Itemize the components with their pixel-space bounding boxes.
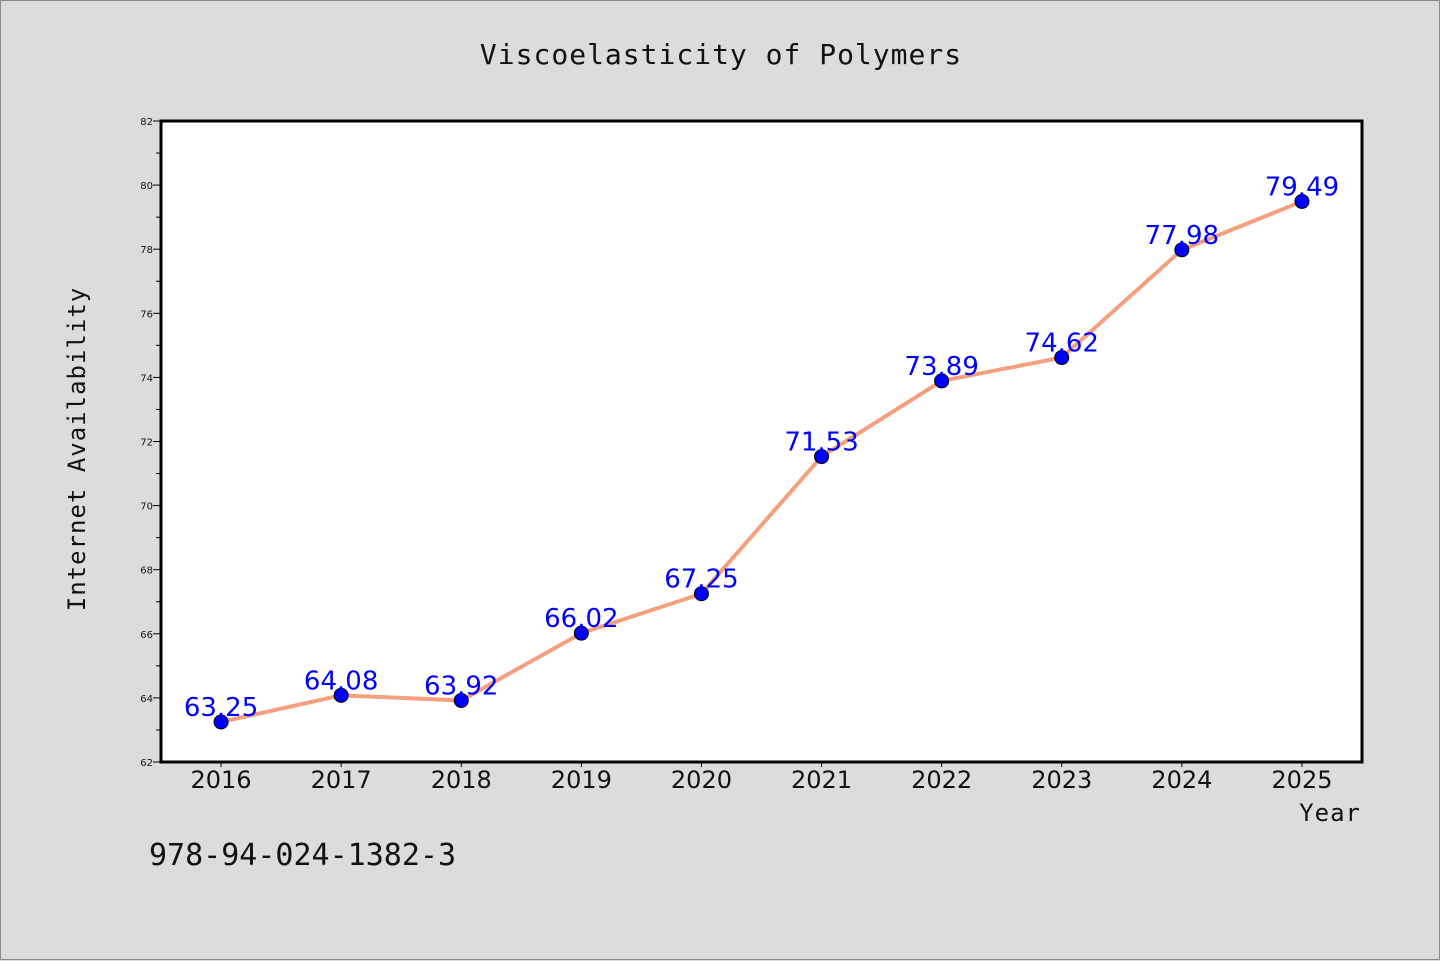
- data-label: 79.49: [1265, 172, 1339, 202]
- y-tick-label: 72: [140, 438, 153, 449]
- data-label: 66.02: [544, 604, 618, 634]
- plot-area: [159, 119, 1364, 764]
- data-label: 64.08: [304, 666, 378, 696]
- y-tick-label: 68: [140, 566, 153, 577]
- data-point: [453, 692, 469, 708]
- data-point: [1174, 242, 1190, 258]
- data-label: 71.53: [784, 428, 858, 458]
- data-label: 63.25: [184, 693, 258, 723]
- isbn-text: 978-94-024-1382-3: [149, 838, 456, 873]
- x-tick-label: 2021: [791, 766, 852, 794]
- x-tick-label: 2018: [431, 766, 492, 794]
- x-tick-label: 2019: [551, 766, 612, 794]
- y-tick-label: 66: [140, 630, 153, 641]
- series-line: [220, 199, 1303, 724]
- y-tick-label: 80: [140, 181, 153, 192]
- x-tick-label: 2020: [671, 766, 732, 794]
- x-axis-label: Year: [1299, 799, 1361, 827]
- y-tick-label: 62: [140, 758, 153, 769]
- y-axis-label: Internet Availability: [63, 287, 91, 611]
- y-tick-label: 78: [140, 245, 153, 256]
- data-point: [1054, 350, 1070, 366]
- series-markers: [213, 193, 1310, 730]
- x-tick-label: 2023: [1031, 766, 1092, 794]
- data-point: [213, 714, 229, 730]
- y-tick-label: 82: [140, 117, 153, 128]
- data-label: 77.98: [1145, 221, 1219, 251]
- data-point: [1294, 193, 1310, 209]
- y-tick-label: 76: [140, 309, 153, 320]
- data-label: 73.89: [904, 352, 978, 382]
- data-point: [693, 586, 709, 602]
- series-line-group: [220, 199, 1303, 724]
- x-axis: 2016 2017 2018 2019 2020 2021 2022 2023 2024 2025: [191, 762, 1332, 794]
- data-label: 63.92: [424, 671, 498, 701]
- x-tick-label: 2017: [311, 766, 372, 794]
- y-tick-label: 64: [140, 694, 153, 705]
- x-tick-label: 2025: [1271, 766, 1332, 794]
- data-labels: 63.25 64.08 63.92 66.02 67.25 71.53 73.89 74.62…: [184, 172, 1339, 722]
- data-point: [333, 687, 349, 703]
- x-tick-label: 2022: [911, 766, 972, 794]
- data-label: 74.62: [1025, 329, 1099, 359]
- data-point: [573, 625, 589, 641]
- chart-title: Viscoelasticity of Polymers: [480, 38, 962, 71]
- data-point: [934, 373, 950, 389]
- data-label: 67.25: [664, 565, 738, 595]
- y-axis: 62 64 66 68 70 72 74 76 78 80 82: [140, 117, 161, 769]
- x-tick-label: 2024: [1151, 766, 1212, 794]
- x-tick-label: 2016: [191, 766, 252, 794]
- data-point: [814, 449, 830, 465]
- y-tick-label: 74: [140, 373, 153, 384]
- y-tick-label: 70: [140, 502, 153, 513]
